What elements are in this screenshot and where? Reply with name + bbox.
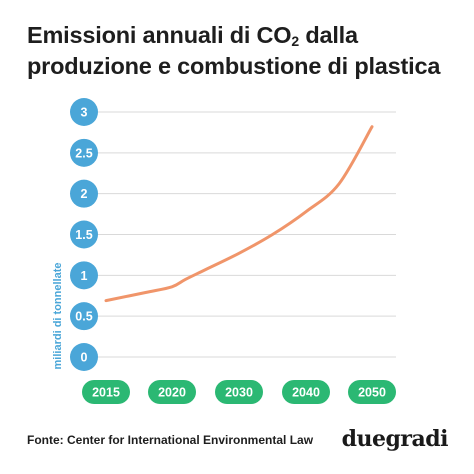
- chart-title: Emissioni annuali di CO2 dalla produzion…: [27, 20, 467, 82]
- y-tick-badge: [70, 179, 98, 208]
- y-tick-label: 0: [81, 351, 88, 365]
- y-tick-label: 0.5: [75, 310, 92, 324]
- x-tick-badge: [82, 380, 130, 404]
- y-tick-badge: [70, 302, 98, 331]
- y-tick-label: 1.5: [75, 228, 92, 242]
- y-tick-badge: [70, 343, 98, 371]
- y-tick-label: 2: [81, 187, 88, 201]
- y-tick-badge: [70, 220, 98, 249]
- y-tick-label: 1: [81, 269, 88, 283]
- y-tick-label: 3: [81, 106, 88, 120]
- x-tick-label: 2050: [358, 386, 386, 400]
- x-tick-label: 2040: [292, 386, 320, 400]
- y-tick-label: 2.5: [75, 146, 92, 160]
- y-tick-badge: [70, 138, 98, 167]
- x-tick-label: 2020: [158, 386, 186, 400]
- series-line: [104, 125, 374, 303]
- x-tick-badge: [348, 380, 396, 404]
- title-line1-prefix: Emissioni annuali di CO: [27, 22, 292, 48]
- source-note: Fonte: Center for International Environm…: [27, 433, 314, 447]
- y-axis-title: miliardi di tonnellate: [52, 263, 64, 370]
- brand-logo: duegradi: [341, 426, 449, 452]
- x-tick-label: 2030: [225, 386, 253, 400]
- x-axis-ticks: 2015 2020 2030 2040 2050: [82, 380, 396, 404]
- y-axis-ticks: 0 0.5 1 1.5 2 2.5 3: [70, 98, 98, 371]
- series-lines: [104, 125, 374, 303]
- x-tick-label: 2015: [92, 386, 120, 400]
- title-line2: produzione e combustione di plastica: [27, 53, 441, 79]
- x-tick-badge: [215, 380, 263, 404]
- y-axis-label-group: miliardi di tonnellate: [52, 263, 64, 370]
- x-tick-badge: [148, 380, 196, 404]
- title-line1-suffix: dalla: [298, 22, 358, 48]
- y-tick-badge: [70, 98, 98, 126]
- y-tick-badge: [70, 261, 98, 290]
- gridlines: [82, 111, 396, 358]
- title-subscript: 2: [291, 33, 299, 49]
- x-tick-badge: [282, 380, 330, 404]
